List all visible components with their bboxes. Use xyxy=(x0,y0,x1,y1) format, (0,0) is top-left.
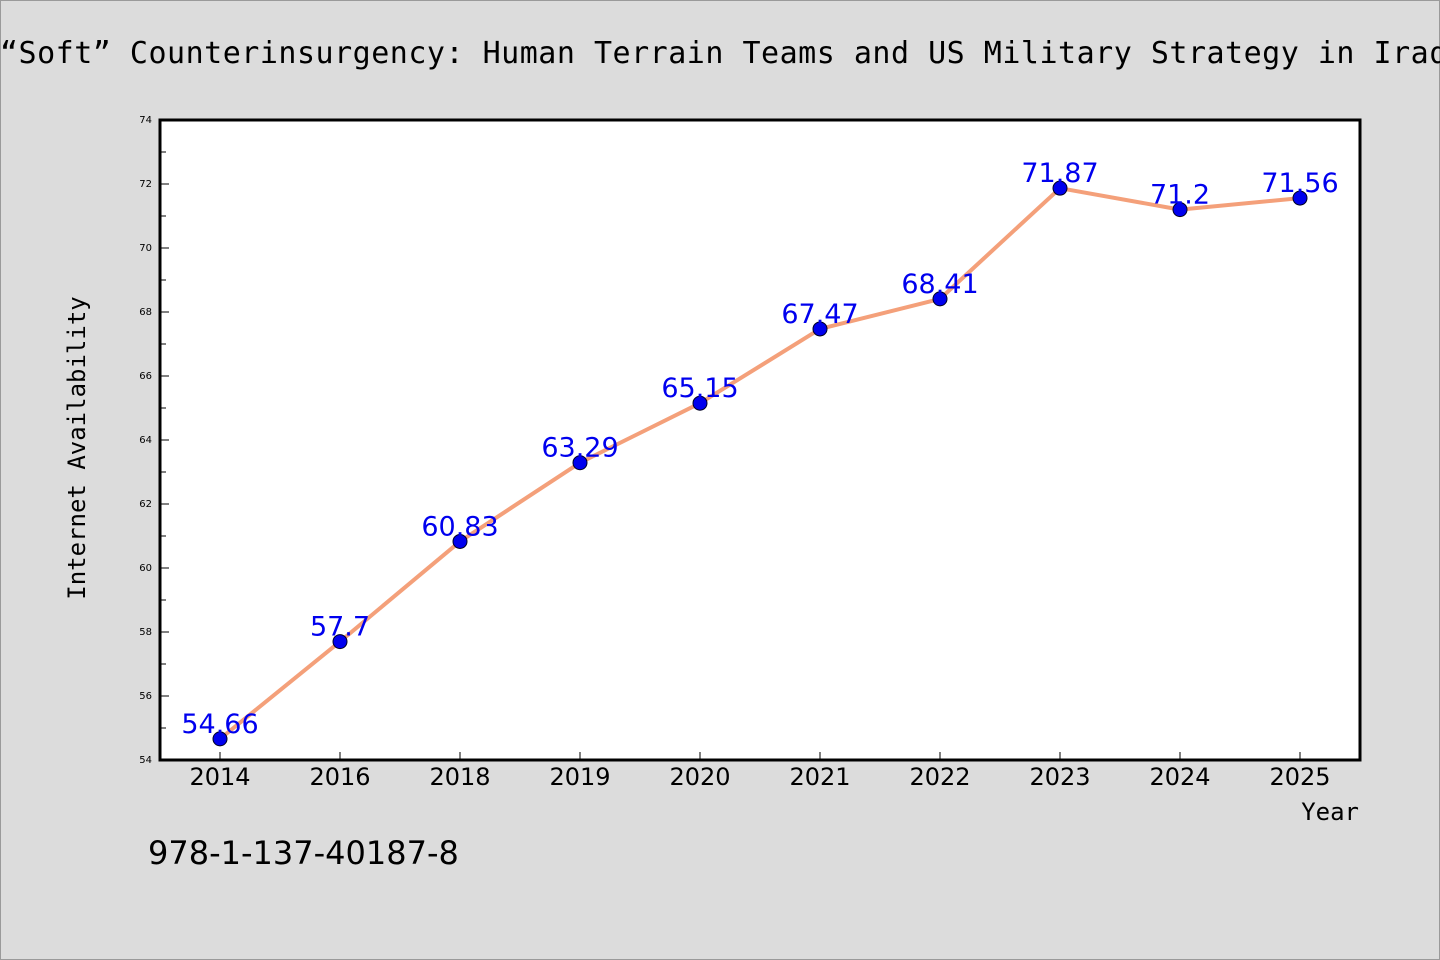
x-tick-label: 2024 xyxy=(1149,763,1210,791)
plot-frame xyxy=(158,118,1362,762)
y-tick-label: 60 xyxy=(139,563,152,574)
data-point xyxy=(452,533,468,549)
data-point xyxy=(1052,180,1068,196)
data-label: 68.41 xyxy=(901,269,978,300)
x-tick-label: 2022 xyxy=(909,763,970,791)
y-tick-label: 68 xyxy=(139,307,152,318)
x-tick-label: 2020 xyxy=(669,763,730,791)
y-tick-label: 64 xyxy=(139,435,152,446)
x-tick-label: 2025 xyxy=(1269,763,1330,791)
x-axis-label: Year xyxy=(1301,798,1359,826)
data-point xyxy=(1292,190,1308,206)
y-tick-label: 70 xyxy=(139,243,152,254)
y-tick-label: 62 xyxy=(139,499,152,510)
y-tick-label: 66 xyxy=(139,371,152,382)
data-label: 71.87 xyxy=(1021,158,1098,189)
x-tick-label: 2016 xyxy=(309,763,370,791)
y-tick-label: 54 xyxy=(139,755,152,766)
x-tick-label: 2014 xyxy=(189,763,250,791)
data-point xyxy=(692,395,708,411)
x-tick-label: 2021 xyxy=(789,763,850,791)
data-point xyxy=(812,321,828,337)
data-point xyxy=(1172,202,1188,218)
data-label: 57.7 xyxy=(310,612,370,643)
x-tick-label: 2023 xyxy=(1029,763,1090,791)
data-point xyxy=(572,455,588,471)
data-label: 54.66 xyxy=(181,709,258,740)
x-tick-label: 2018 xyxy=(429,763,490,791)
page-title: “Soft” Counterinsurgency: Human Terrain … xyxy=(0,36,1440,71)
data-point xyxy=(332,634,348,650)
data-label: 65.15 xyxy=(661,373,738,404)
series-line xyxy=(218,186,1302,741)
x-tick-label: 2019 xyxy=(549,763,610,791)
footer-code: 978-1-137-40187-8 xyxy=(148,834,459,872)
data-label: 63.29 xyxy=(541,433,618,464)
y-tick-label: 58 xyxy=(139,627,152,638)
data-point xyxy=(932,291,948,307)
y-tick-label: 72 xyxy=(139,179,152,190)
y-tick-label: 56 xyxy=(139,691,152,702)
plot-area xyxy=(160,120,1360,760)
data-point xyxy=(212,731,228,747)
y-tick-label: 74 xyxy=(139,115,152,126)
data-label: 71.2 xyxy=(1150,180,1210,211)
data-label: 67.47 xyxy=(781,299,858,330)
data-label: 71.56 xyxy=(1261,168,1338,199)
y-axis-label: Internet Availability xyxy=(63,296,91,599)
data-label: 60.83 xyxy=(421,511,498,542)
